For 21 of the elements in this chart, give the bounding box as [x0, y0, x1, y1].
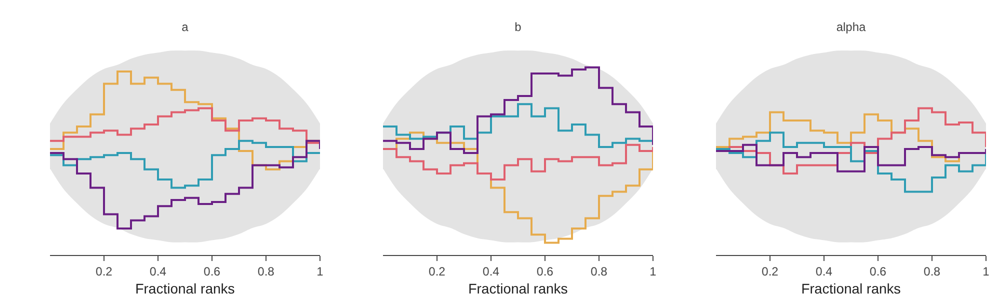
x-tick-label: 0.6 — [204, 264, 221, 278]
x-tick-label: 1 — [982, 264, 990, 278]
x-tick-label: 0.2 — [96, 264, 113, 278]
x-tick-label: 0.8 — [924, 264, 941, 278]
chart-title: a — [182, 20, 189, 34]
chart-title: alpha — [836, 20, 866, 34]
x-tick-label: 0.4 — [816, 264, 833, 278]
x-tick-label: 0.2 — [428, 264, 446, 278]
chart-title: b — [514, 20, 522, 34]
x-tick-label: 0.8 — [590, 264, 608, 278]
x-axis-title: Fractional ranks — [801, 280, 901, 297]
x-tick-label: 0.2 — [762, 264, 779, 278]
x-axis-title: Fractional ranks — [468, 280, 568, 297]
x-axis-title: Fractional ranks — [135, 280, 235, 297]
x-tick-label: 0.4 — [150, 264, 167, 278]
x-tick-label: 1 — [316, 264, 324, 278]
x-tick-label: 0.6 — [536, 264, 554, 278]
x-tick-label: 0.8 — [258, 264, 275, 278]
x-tick-label: 0.6 — [870, 264, 887, 278]
x-tick-label: 0.4 — [482, 264, 500, 278]
x-tick-label: 1 — [650, 264, 657, 278]
